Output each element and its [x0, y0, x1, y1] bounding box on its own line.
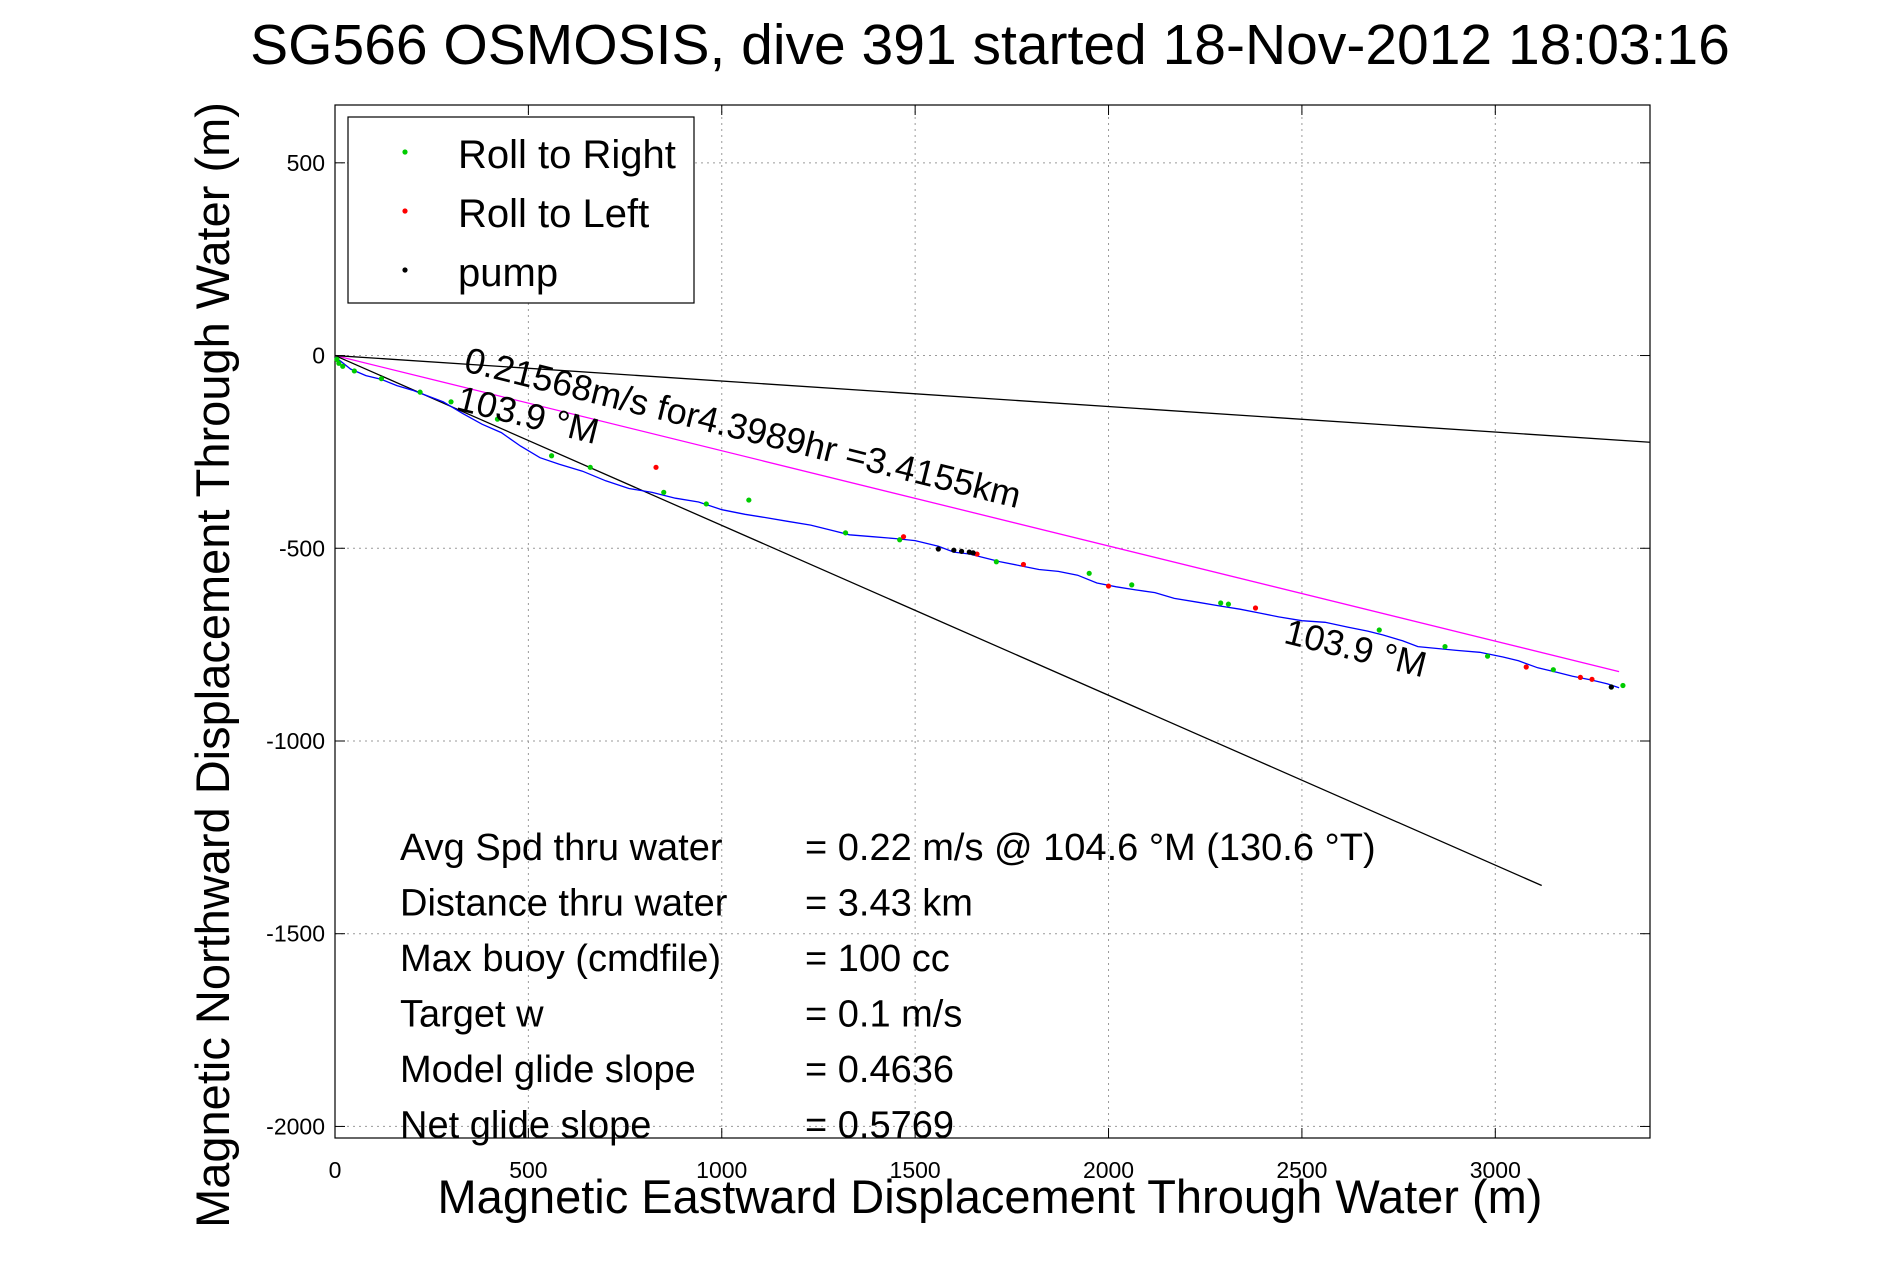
x-tick-label: 1000 — [696, 1157, 747, 1183]
stat-value: = 0.4636 — [805, 1049, 954, 1091]
roll-right-point — [448, 399, 454, 405]
legend-label: Roll to Left — [458, 192, 649, 236]
pump-point — [970, 550, 976, 556]
legend-marker — [402, 149, 408, 155]
chart-title: SG566 OSMOSIS, dive 391 started 18-Nov-2… — [250, 13, 1730, 77]
stat-value: = 0.22 m/s @ 104.6 °M (130.6 °T) — [805, 827, 1376, 869]
roll-right-point — [897, 537, 903, 543]
marker-points — [334, 356, 1626, 690]
roll-right-point — [351, 368, 357, 374]
y-tick-label: -1000 — [266, 728, 325, 754]
x-axis-ticks: 0 500 1000 1500 2000 2500 3000 — [329, 105, 1521, 1183]
x-tick-label: 0 — [329, 1157, 342, 1183]
roll-left-point — [1020, 561, 1027, 568]
reference-line — [334, 354, 1542, 887]
x-axis-label: Magnetic Eastward Displacement Through W… — [438, 1170, 1543, 1223]
roll-left-point — [653, 464, 659, 470]
roll-left-point — [1577, 674, 1583, 680]
legend-label: pump — [458, 251, 558, 295]
pump-point — [951, 547, 957, 553]
roll-right-point — [378, 376, 385, 382]
y-tick-label: 500 — [287, 150, 325, 176]
stats-block: Avg Spd thru water = 0.22 m/s @ 104.6 °M … — [400, 827, 1376, 1147]
roll-left-point — [1523, 664, 1529, 670]
roll-right-point — [1484, 653, 1491, 659]
roll-right-point — [334, 356, 340, 362]
legend-marker — [402, 267, 408, 273]
roll-right-point — [661, 489, 667, 495]
x-tick-label: 2500 — [1276, 1157, 1327, 1183]
reference-lines — [334, 354, 1651, 887]
roll-right-point — [340, 363, 346, 369]
stat-label: Max buoy (cmdfile) — [400, 938, 721, 980]
x-tick-label: 2000 — [1083, 1157, 1134, 1183]
stat-label: Net glide slope — [400, 1105, 651, 1147]
roll-right-point — [1376, 627, 1382, 633]
stat-label: Target w — [400, 994, 544, 1036]
y-axis-label: Magnetic Northward Displacement Through … — [186, 102, 239, 1228]
roll-right-point — [1550, 667, 1556, 673]
roll-right-point — [587, 464, 593, 470]
stat-label: Model glide slope — [400, 1049, 696, 1091]
roll-right-point — [1218, 600, 1224, 606]
y-tick-label: -1500 — [266, 921, 325, 947]
roll-right-point — [703, 501, 709, 507]
roll-right-point — [494, 416, 501, 422]
y-tick-label: -500 — [279, 535, 325, 561]
pump-point — [1608, 684, 1614, 690]
x-tick-label: 3000 — [1470, 1157, 1521, 1183]
x-tick-label: 1500 — [890, 1157, 941, 1183]
roll-right-point — [417, 389, 423, 395]
roll-right-point — [842, 530, 849, 536]
plot-area-frame — [334, 104, 1651, 1139]
roll-right-point — [993, 559, 999, 565]
y-axis-ticks: 500 0 -500 -1000 -1500 -2000 — [266, 150, 1650, 1139]
roll-right-point — [1086, 570, 1092, 576]
roll-left-point — [1105, 583, 1112, 589]
reference-line — [334, 354, 1651, 443]
roll-right-point — [1225, 601, 1232, 607]
stat-label: Avg Spd thru water — [400, 827, 723, 869]
stat-value: = 100 cc — [805, 938, 950, 980]
roll-left-point — [900, 534, 907, 540]
pump-point — [966, 549, 972, 555]
roll-right-point — [746, 497, 752, 503]
legend-marker — [402, 208, 408, 214]
pump-point — [935, 546, 941, 552]
reference-line — [334, 354, 1620, 673]
y-tick-label: -2000 — [266, 1113, 325, 1139]
roll-right-point — [548, 453, 555, 459]
roll-right-point — [1442, 643, 1448, 650]
stat-value: = 0.1 m/s — [805, 994, 962, 1036]
x-tick-label: 500 — [509, 1157, 547, 1183]
roll-right-point — [1129, 582, 1135, 588]
stat-value: = 3.43 km — [805, 883, 973, 925]
stat-value: = 0.5769 — [805, 1105, 954, 1147]
roll-left-point — [1252, 605, 1259, 611]
roll-right-point — [336, 360, 342, 366]
legend: Roll to Right Roll to Left pump — [347, 116, 695, 304]
roll-right-point — [1620, 682, 1626, 689]
roll-left-point — [1589, 676, 1595, 682]
y-tick-label: 0 — [312, 343, 325, 369]
pump-point — [958, 548, 965, 554]
legend-label: Roll to Right — [458, 133, 676, 177]
stat-label: Distance thru water — [400, 883, 728, 925]
